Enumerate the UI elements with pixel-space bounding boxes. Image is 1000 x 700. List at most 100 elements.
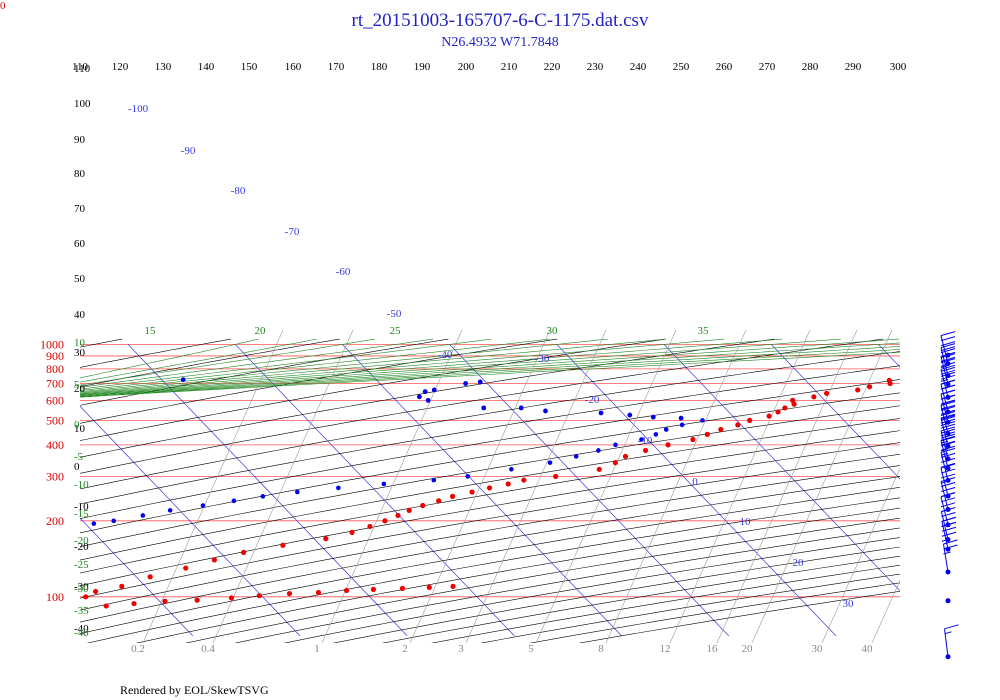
wind-barb-flag	[944, 631, 952, 635]
mixing-ratio-line	[605, 329, 747, 643]
dry-adiabat-top-label: 170	[328, 61, 345, 73]
isotherm-label: -50	[387, 308, 402, 320]
temperature-point	[83, 594, 89, 600]
wind-barb-flag	[940, 331, 956, 337]
mixing-ratio-label: 0.2	[131, 643, 145, 655]
moist-adiabat-left-label: 10	[74, 337, 86, 349]
isotherm-label: 0	[692, 476, 698, 488]
temperature-point	[642, 447, 649, 454]
temperature-point	[887, 380, 893, 387]
temperature-point	[901, 375, 906, 380]
mixing-ratio-line	[821, 467, 900, 643]
wind-barb-flag	[940, 468, 956, 474]
dewpoint-point	[678, 415, 684, 421]
temperature-point	[665, 442, 671, 448]
moist-adiabat-top-label: 35	[698, 325, 710, 337]
temperature-point	[791, 401, 797, 407]
dry-adiabat-left-label: 80	[74, 168, 86, 180]
dry-adiabat-top-label: 220	[544, 61, 561, 73]
mixing-ratio-line	[871, 579, 900, 643]
dry-adiabat-line	[80, 442, 900, 587]
temperature-point	[131, 600, 137, 607]
dewpoint-point	[700, 418, 705, 423]
dewpoint-point	[425, 397, 431, 403]
dry-adiabat-left-label: 50	[74, 273, 86, 285]
isobar-label: 600	[46, 393, 64, 407]
dry-adiabat-line	[80, 453, 900, 599]
dry-adiabat-left-label: 20	[74, 383, 86, 395]
wind-barb-flag	[940, 384, 956, 390]
isotherm-label: 10	[740, 516, 752, 528]
isobar-label: 1000	[40, 337, 64, 351]
temperature-point	[782, 405, 788, 411]
dewpoint-point	[477, 379, 483, 385]
moist-adiabat-line	[80, 338, 434, 388]
dry-adiabat-line	[80, 338, 232, 368]
temperature-point	[382, 518, 388, 524]
dewpoint-point	[381, 481, 387, 487]
moist-adiabat-left-label: -15	[74, 508, 89, 520]
dry-adiabat-line	[86, 497, 900, 643]
sounding-profiles	[24, 369, 922, 609]
dry-adiabat-top-label: 130	[155, 61, 172, 73]
dry-adiabat-left-label: 70	[74, 203, 86, 215]
dry-adiabat-line	[80, 405, 900, 547]
temperature-point	[612, 460, 619, 466]
mixing-ratio-label: 20	[742, 643, 754, 655]
temperature-point	[315, 589, 322, 596]
moist-adiabat-top-label: 30	[547, 325, 559, 337]
moist-adiabat-left-label: -35	[74, 605, 89, 617]
wind-barb-flag	[940, 364, 956, 370]
dry-adiabat-left-label: 10	[74, 423, 86, 435]
temperature-point	[370, 586, 376, 592]
mixing-ratio-line	[535, 329, 677, 643]
dry-adiabat-top-label: 120	[112, 61, 129, 73]
isotherm-label: -90	[181, 145, 196, 157]
wind-barb-flag	[941, 531, 957, 537]
moist-adiabat-line	[80, 346, 900, 397]
moist-adiabat-line	[80, 338, 667, 394]
dewpoint-point	[416, 394, 422, 400]
dewpoint-point	[639, 437, 644, 442]
isotherm-line	[770, 344, 900, 480]
temperature-point	[349, 529, 355, 535]
dry-adiabat-top-label: 290	[845, 61, 862, 73]
dry-adiabat-line	[381, 555, 900, 643]
dewpoint-point	[481, 405, 487, 411]
moist-adiabat-top-label: 25	[390, 325, 402, 337]
dry-adiabat-top-label: 300	[890, 61, 907, 73]
isotherm-line	[449, 344, 730, 637]
temperature-point	[718, 426, 724, 433]
mixing-ratio-label: 3	[458, 643, 464, 655]
temperature-point	[103, 603, 109, 609]
dewpoint-point	[260, 494, 266, 499]
temperature-point	[406, 507, 412, 513]
temperature-point	[811, 394, 817, 400]
moist-adiabat-line	[80, 338, 550, 391]
temperature-point	[824, 390, 830, 396]
dewpoint-point	[422, 389, 428, 395]
isobar-label: 400	[46, 438, 64, 452]
mixing-ratio-line	[212, 329, 354, 643]
wind-barb-flag	[940, 473, 956, 479]
wind-barb-flag	[944, 624, 959, 630]
temperature-point	[395, 512, 401, 519]
isotherm-label: -100	[128, 103, 149, 115]
dewpoint-point	[24, 530, 29, 535]
dry-adiabat-left-label: 0	[74, 461, 80, 473]
mixing-ratio-line	[751, 329, 893, 643]
temperature-point	[917, 369, 922, 374]
moist-adiabat-left-label: -10	[74, 479, 89, 491]
wind-barb-flag	[940, 399, 956, 405]
dry-adiabat-line	[80, 379, 900, 519]
dewpoint-point	[650, 414, 656, 420]
mixing-ratio-label: 8	[598, 643, 604, 655]
dry-adiabat-top-label: 110	[72, 61, 89, 73]
wind-barb-flag	[940, 423, 956, 429]
wind-barb-flag	[940, 336, 956, 342]
temperature-point	[426, 584, 432, 590]
dry-adiabat-line	[80, 351, 900, 490]
mixing-ratio-label: 5	[528, 643, 534, 655]
temperature-point	[256, 593, 262, 599]
wind-barb-flag	[940, 378, 949, 382]
